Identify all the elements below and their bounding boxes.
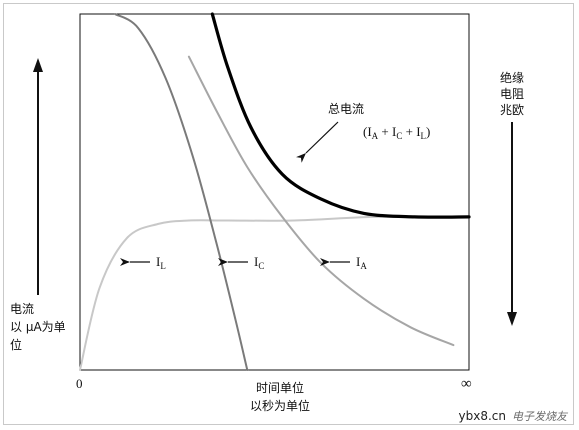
x-axis-label-line-1: 时间单位 [256, 380, 304, 395]
y-axis-label-line-1: 电流 [10, 302, 34, 316]
series-line-ic [114, 13, 249, 371]
right-axis-label-line-1: 绝缘 [500, 70, 524, 85]
watermark: ybx8.cn 电子发烧友 [459, 408, 567, 424]
right-axis-label-line-3: 兆欧 [500, 103, 524, 117]
y-axis-label-line-2: 以 μA为单 [10, 320, 66, 334]
annotation-arrow-total-current [296, 121, 339, 163]
chart-frame [3, 3, 574, 425]
annotation-label-total-current: 总电流 [328, 102, 364, 116]
annotation-formula-total-current: (IA + IC + IL) [363, 124, 430, 141]
x-axis-label-line-2: 以秒为单位 [250, 398, 310, 413]
y-axis-label-line-3: 位 [10, 337, 22, 352]
annotation-label-il: IL [156, 254, 166, 271]
watermark-text: ybx8.cn [458, 409, 506, 423]
watermark-text-2: 电子发烧友 [512, 410, 567, 423]
right-axis-arrowhead [507, 312, 517, 326]
annotation-label-ic: IC [254, 254, 264, 271]
annotation-label-ia: IA [356, 254, 367, 271]
series-line-il [79, 215, 432, 371]
right-axis-label-line-2: 电阻 [500, 87, 524, 101]
left-axis-arrowhead [33, 58, 43, 72]
series-line-total-current [210, 12, 471, 219]
x-axis-origin-label: 0 [76, 376, 83, 391]
series-line-ia [187, 55, 455, 347]
plot-area [79, 13, 470, 371]
x-axis-infinity-label: ∞ [461, 376, 472, 392]
